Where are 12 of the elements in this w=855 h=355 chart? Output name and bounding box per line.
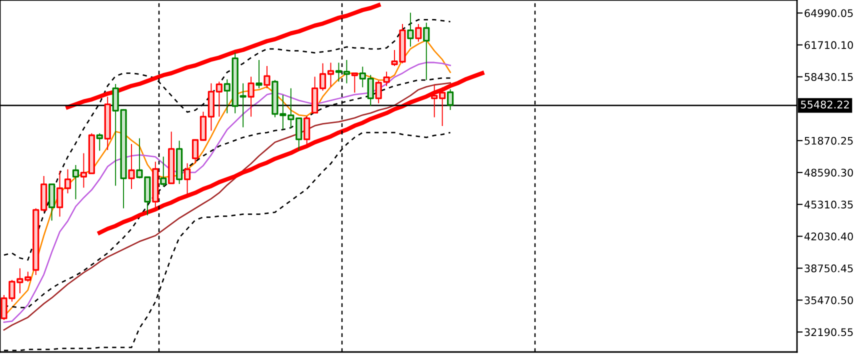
y-tick-label: 64990.05 — [804, 9, 853, 18]
y-tick-label: 58430.15 — [804, 73, 853, 81]
y-tick-label: 48590.30 — [804, 168, 853, 177]
y-tick-label: 32190.55 — [804, 328, 853, 336]
y-tick-label: 45310.35 — [804, 200, 853, 209]
candlestick — [256, 60, 262, 88]
ref-line-label: 55482.22 — [800, 100, 849, 108]
y-tick-label: 61710.10 — [804, 41, 853, 50]
y-tick-label: 51870.25 — [804, 136, 853, 145]
y-tick-label: 35470.50 — [804, 296, 853, 304]
y-tick-label: 38750.45 — [804, 264, 853, 272]
y-tick-label: 42030.40 — [804, 232, 853, 240]
